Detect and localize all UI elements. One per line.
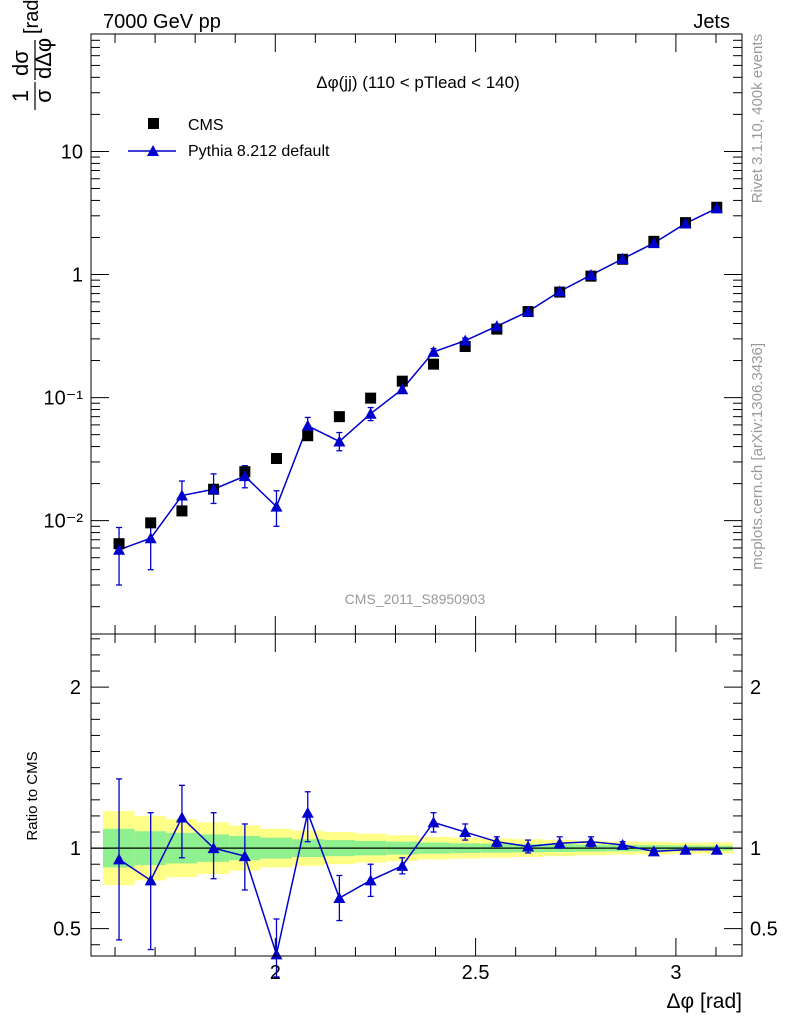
main-y-tick-label: 10 [61, 141, 83, 163]
watermark-analysis-id: CMS_2011_S8950903 [345, 591, 486, 607]
header-energy-label: 7000 GeV pp [103, 11, 221, 33]
ratio-data-point [270, 948, 283, 960]
cms-data-point [176, 505, 188, 517]
mc-data-point [459, 334, 472, 346]
cms-data-point [396, 375, 408, 387]
cms-data-point [333, 411, 345, 423]
ratio-data-point [647, 845, 660, 857]
main-y-tick-label: 10⁻¹ [44, 388, 84, 410]
mc-data-point [301, 419, 314, 431]
mc-data-point [522, 305, 535, 317]
mc-data-point [207, 483, 220, 495]
mc-data-point [490, 320, 503, 332]
ratio-y-axis-title: Ratio to CMS [24, 751, 41, 840]
ratio-data-point [175, 811, 188, 823]
svg-text:σ: σ [31, 89, 56, 103]
ratio-data-point [679, 843, 692, 855]
mc-data-point [238, 470, 251, 482]
x-tick-label: 2 [270, 962, 281, 984]
legend-cms-label: CMS [188, 117, 224, 134]
mc-data-point [364, 407, 377, 419]
x-tick-label: 3 [670, 962, 681, 984]
ratio-series-line [118, 810, 717, 958]
ratio-data-point [238, 850, 251, 862]
mcplots-label: mcplots.cern.ch [arXiv:1306.3436] [749, 343, 766, 570]
cms-data-point [459, 341, 471, 353]
ratio-data-point [113, 853, 126, 865]
ratio-plot-frame [90, 633, 743, 957]
mc-data-point [396, 383, 409, 395]
cms-data-point [113, 538, 125, 550]
ratio-data-point [333, 892, 346, 904]
ratio-y-tick-label-left: 0.5 [53, 919, 81, 941]
mc-data-point [144, 532, 157, 544]
svg-text:dσ: dσ [8, 50, 33, 76]
ratio-y-tick-label-right: 2 [750, 677, 761, 699]
main-plot-panel: 10⁻² 10⁻¹ 1 10 [44, 33, 743, 635]
ratio-data-point [553, 837, 566, 849]
main-y-tick-label: 1 [72, 265, 83, 287]
cms-data-point [302, 430, 314, 442]
ratio-data-point [710, 843, 723, 855]
x-axis-title: Δφ [rad] [667, 990, 743, 1013]
svg-text:[rad: [rad [21, 0, 43, 34]
mc-data-point [427, 345, 440, 357]
ratio-data-point [490, 835, 503, 847]
cms-data-point [365, 392, 377, 404]
ratio-data-point [396, 859, 409, 871]
svg-text:dΔφ: dΔφ [31, 38, 56, 79]
ratio-y-tick-label-left: 1 [70, 838, 81, 860]
ratio-data-point [616, 838, 629, 850]
cms-data-point [428, 358, 440, 370]
main-plot-title: Δφ(jj) (110 < pTlead < 140) [316, 73, 520, 92]
mc-data-point [679, 217, 692, 229]
mc-data-point [584, 269, 597, 281]
main-y-axis-title: 1 σ dσ dΔφ [rad -1 ] [8, 0, 56, 110]
legend-mc-label: Pythia 8.212 default [188, 143, 330, 160]
ratio-data-point [207, 842, 220, 854]
ratio-data-point [522, 840, 535, 852]
mc-data-point [710, 202, 723, 214]
mc-data-point [113, 543, 126, 555]
x-tick-label: 2.5 [462, 962, 490, 984]
svg-text:1: 1 [8, 90, 33, 102]
ratio-data-point [144, 874, 157, 886]
ratio-data-point [301, 806, 314, 818]
ratio-y-tick-label-right: 0.5 [750, 919, 778, 941]
legend-mc-marker [147, 145, 159, 156]
mc-data-point [616, 252, 629, 264]
mc-data-point [175, 489, 188, 501]
ratio-plot-panel: 0.5 0.5 1 1 2 2 2 2.5 3 [53, 633, 778, 984]
mc-data-point [333, 435, 346, 447]
legend: CMS Pythia 8.212 default [128, 117, 330, 160]
header-process-label: Jets [693, 11, 730, 33]
ratio-data-point [427, 816, 440, 828]
ratio-data-point [364, 874, 377, 886]
rivet-version-label: Rivet 3.1.10, 400k events [749, 34, 766, 203]
ratio-y-tick-label-right: 1 [750, 838, 761, 860]
mc-data-point [553, 285, 566, 297]
ratio-y-tick-label-left: 2 [70, 677, 81, 699]
cms-data-point [145, 517, 157, 529]
legend-cms-marker [148, 118, 159, 129]
mc-data-point [647, 237, 660, 249]
ratio-data-point [584, 835, 597, 847]
mc-data-point [270, 500, 283, 512]
cms-data-point [270, 452, 282, 464]
ratio-data-point [459, 826, 472, 838]
main-y-tick-label: 10⁻² [44, 511, 84, 533]
